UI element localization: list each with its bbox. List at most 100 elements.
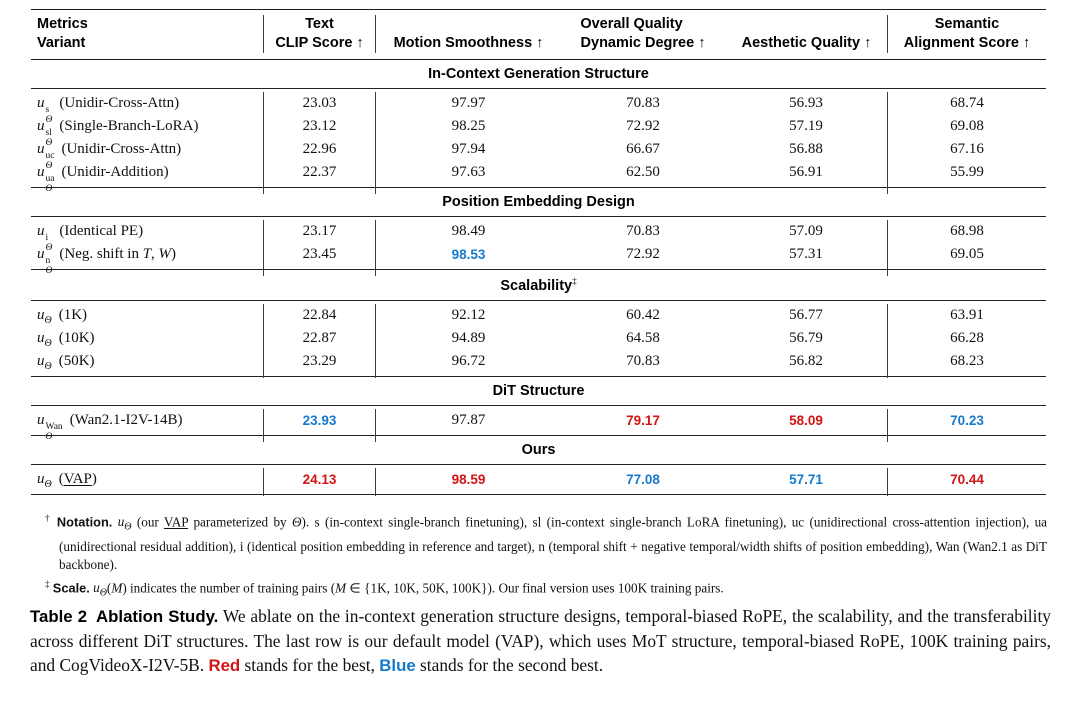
header-alignment-score-label: Alignment Score ↑: [903, 35, 1031, 51]
value-cell: 23.93: [264, 408, 376, 442]
value-cell: 66.28: [950, 329, 984, 346]
value-cell: 68.23: [950, 352, 984, 369]
variant-label: (Single-Branch-LoRA): [59, 118, 199, 134]
value-cell: 23.45: [264, 243, 376, 276]
value-cell: 69.05: [950, 246, 984, 262]
section-title: DiT Structure: [492, 382, 585, 399]
variant-cell: u ua Θ (Unidir-Addition): [31, 161, 264, 194]
variant-label: (Neg. shift in T, W): [59, 246, 177, 262]
value-cell: 70.83: [626, 352, 660, 369]
table-row-group: u Wan Θ (Wan2.1-I2V-14B) 23.93 97.87 79.17 58.0…: [31, 406, 1046, 442]
variant-label: (50K): [58, 352, 95, 369]
value-cell: 98.53: [451, 247, 486, 262]
value-cell: 57.19: [725, 115, 888, 148]
variant-cell: uΘ (VAP): [31, 467, 264, 496]
value-cell: 56.88: [725, 138, 888, 171]
section-header: In-Context Generation Structure: [31, 60, 1046, 89]
value-cell: 92.12: [451, 306, 486, 323]
value-cell: 97.63: [451, 164, 486, 180]
variant-label: (Wan2.1-I2V-14B): [69, 411, 183, 428]
value-cell: 97.97: [451, 95, 486, 111]
variant-supsub: Wan Θ: [45, 421, 63, 442]
value-cell: 62.50: [626, 164, 660, 180]
table-row: u s Θ (Unidir-Cross-Attn) 23.03 97.97 70.83 56.…: [31, 92, 1046, 125]
value-cell: 57.31: [725, 243, 888, 276]
variant-supsub: uc Θ: [45, 151, 55, 171]
section-header: Scalability‡: [31, 270, 1046, 301]
value-cell: 23.03: [264, 92, 376, 125]
section-header: Ours: [31, 436, 1046, 465]
section-title: In-Context Generation Structure: [428, 66, 649, 82]
value-cell: 96.72: [451, 352, 486, 369]
footnote: ‡ Scale. uΘ(M) indicates the number of t…: [45, 578, 724, 599]
value-cell: 79.17: [626, 412, 660, 428]
variant-math: u ua Θ: [37, 164, 55, 194]
table-row: uΘ (50K) 23.29 96.72 70.83 56.82 68.23: [31, 349, 1046, 378]
header-metrics: Metrics: [37, 16, 88, 32]
header-clip-score: Text CLIP Score ↑: [264, 15, 376, 53]
table-row-group: uΘ (1K) 22.84 92.12 60.42 56.77 63.91 uΘ (10K) 22…: [31, 301, 1046, 378]
value-cell: 63.91: [950, 306, 984, 323]
variant-label: (Unidir-Cross-Attn): [59, 95, 180, 111]
table-row: uΘ (1K) 22.84 92.12 60.42 56.77 63.91: [31, 303, 1046, 332]
value-cell: 60.42: [626, 306, 660, 323]
value-cell: 22.37: [264, 161, 376, 194]
value-cell: 98.25: [451, 118, 486, 134]
value-cell: 23.12: [264, 115, 376, 148]
table-row: u i Θ (Identical PE) 23.17 98.49 70.83 57.09 68.…: [31, 220, 1046, 253]
table-row: uΘ (10K) 22.87 94.89 64.58 56.79 66.28: [31, 326, 1046, 355]
variant-cell: u uc Θ (Unidir-Cross-Attn): [31, 138, 264, 171]
variant-math: uΘ: [37, 329, 52, 349]
value-cell: 24.13: [264, 467, 376, 496]
value-cell: 69.08: [950, 118, 984, 134]
variant-math: u sl Θ: [37, 118, 53, 148]
value-cell: 70.83: [626, 223, 660, 239]
value-cell: 22.87: [264, 326, 376, 355]
value-cell: 70.23: [950, 412, 984, 428]
section-title: Position Embedding Design: [442, 194, 635, 210]
variant-math: u Wan Θ: [37, 411, 63, 442]
value-cell: 56.82: [725, 349, 888, 378]
value-cell: 64.58: [626, 329, 660, 346]
value-cell: 97.87: [451, 411, 486, 428]
value-cell: 56.93: [725, 92, 888, 125]
variant-math: uΘ: [37, 352, 52, 372]
value-cell: 55.99: [950, 164, 984, 180]
variant-cell: uΘ (10K): [31, 326, 264, 355]
variant-math: uΘ: [93, 579, 107, 599]
value-cell: 58.09: [725, 408, 888, 442]
variant-cell: u Wan Θ (Wan2.1-I2V-14B): [31, 408, 264, 442]
variant-label: (Identical PE): [59, 223, 144, 239]
header-semantic-alignment: Semantic Alignment Score ↑: [888, 15, 1046, 53]
header-variant: Variant: [37, 35, 86, 51]
value-cell: 70.44: [950, 471, 984, 487]
value-cell: 68.98: [950, 223, 984, 239]
section-title: Scalability: [500, 277, 573, 294]
table-row-group: u i Θ (Identical PE) 23.17 98.49 70.83 57.09 68.…: [31, 217, 1046, 276]
value-cell: 94.89: [451, 329, 486, 346]
variant-math: u uc Θ: [37, 141, 55, 171]
value-cell: 23.17: [264, 220, 376, 253]
value-cell: 22.96: [264, 138, 376, 171]
variant-cell: u sl Θ (Single-Branch-LoRA): [31, 115, 264, 148]
variant-cell: u i Θ (Identical PE): [31, 220, 264, 253]
footnote: † Notation. uΘ (our VAP parameterized by…: [45, 513, 1048, 573]
variant-label: (1K): [58, 306, 88, 323]
ablation-table: Metrics Variant Text CLIP Score ↑ Overal…: [31, 9, 1046, 496]
variant-math: uΘ: [37, 306, 52, 326]
table-footnotes: † Notation. uΘ (our VAP parameterized by…: [33, 509, 1047, 603]
value-cell: 67.16: [950, 141, 984, 157]
value-cell: 72.92: [626, 246, 660, 262]
value-cell: 56.79: [725, 326, 888, 355]
table-body: In-Context Generation Structure u s Θ (Unidi…: [31, 60, 1046, 496]
value-cell: 56.77: [725, 303, 888, 332]
value-cell: 66.67: [626, 141, 660, 157]
table-row: u ua Θ (Unidir-Addition) 22.37 97.63 62.50 56.9…: [31, 161, 1046, 194]
value-cell: 23.29: [264, 349, 376, 378]
variant-math: uΘ: [37, 470, 52, 490]
table-row: u n Θ (Neg. shift in T, W) 23.45 98.53 72.92 57…: [31, 243, 1046, 276]
